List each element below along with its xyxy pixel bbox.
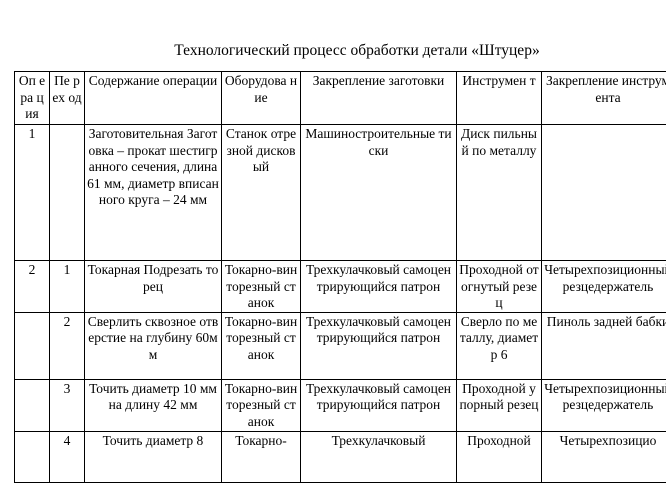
header-workpiece-fixing: Закрепление заготовки <box>301 72 457 125</box>
cell: Трехкулачковый самоцентрирующийся патрон <box>301 261 457 313</box>
cell <box>15 312 50 379</box>
header-step: Пе рех од <box>50 72 85 125</box>
cell: Точить диаметр 10 мм на длину 42 мм <box>85 379 222 431</box>
cell: Заготовительная Заготовка – прокат шести… <box>85 125 222 261</box>
cell: Пиноль задней бабки <box>542 312 666 379</box>
cell: Токарно-винторезный станок <box>222 261 301 313</box>
cell <box>50 125 85 261</box>
cell: Сверлить сквозное отверстие на глубину 6… <box>85 312 222 379</box>
cell: Проходной <box>457 431 542 482</box>
cell: Диск пильный по металлу <box>457 125 542 261</box>
cell: Станок отрезной дисковый <box>222 125 301 261</box>
cell: Трехкулачковый самоцентрирующийся патрон <box>301 379 457 431</box>
cell: Четырехпозиционный резцедержатель <box>542 379 666 431</box>
header-operation: Оп ера ция <box>15 72 50 125</box>
header-tool: Инструмен т <box>457 72 542 125</box>
header-tool-fixing: Закрепление инструмента <box>542 72 666 125</box>
cell <box>15 379 50 431</box>
cell: 2 <box>50 312 85 379</box>
table-row: 1 Заготовительная Заготовка – прокат шест… <box>15 125 666 261</box>
cell: Сверло по металлу, диаметр 6 <box>457 312 542 379</box>
document-title: Технологический процесс обработки детали… <box>0 42 666 60</box>
cell <box>542 125 666 261</box>
cell: 3 <box>50 379 85 431</box>
cell: Машиностроительные тиски <box>301 125 457 261</box>
cell: Токарно-винторезный станок <box>222 379 301 431</box>
cell: Проходной упорный резец <box>457 379 542 431</box>
header-row: Оп ера ция Пе рех од Содержание операции… <box>15 72 666 125</box>
cell: 1 <box>50 261 85 313</box>
cell: 1 <box>15 125 50 261</box>
header-equipment: Оборудова ние <box>222 72 301 125</box>
cell: 2 <box>15 261 50 313</box>
cell: Проходной отогнутый резец <box>457 261 542 313</box>
cell: Токарно- <box>222 431 301 482</box>
cell: Четырехпозиционный резцедержатель <box>542 261 666 313</box>
process-table: Оп ера ция Пе рех од Содержание операции… <box>14 71 666 483</box>
cell: Трехкулачковый <box>301 431 457 482</box>
cell: Токарная Подрезать торец <box>85 261 222 313</box>
cell: 4 <box>50 431 85 482</box>
cell <box>15 431 50 482</box>
cell: Точить диаметр 8 <box>85 431 222 482</box>
header-content: Содержание операции <box>85 72 222 125</box>
cell: Трехкулачковый самоцентрирующийся патрон <box>301 312 457 379</box>
cell: Четырехпозицио <box>542 431 666 482</box>
cell: Токарно-винторезный станок <box>222 312 301 379</box>
